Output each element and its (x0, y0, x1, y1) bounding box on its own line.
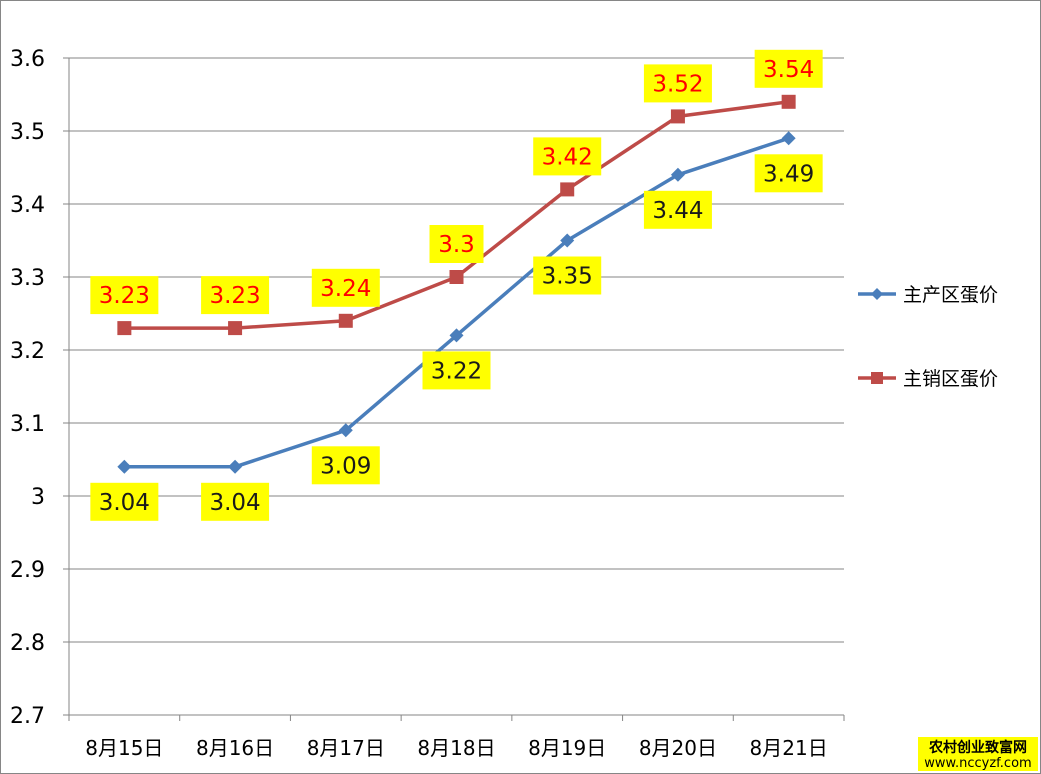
x-tick-label: 8月18日 (417, 736, 495, 760)
data-point-diamond (338, 423, 353, 438)
data-label-background (90, 482, 159, 521)
data-label-background (311, 268, 380, 307)
watermark-background (918, 737, 1038, 771)
y-tick-label: 2.8 (10, 631, 45, 656)
data-label-background (643, 64, 712, 103)
data-label: 3.44 (652, 198, 703, 224)
data-label-background (533, 137, 602, 176)
y-tick-label: 2.7 (10, 704, 45, 729)
y-axis-tick-labels: 2.7 2.8 2.9 3 3.1 3.2 3.3 3.4 3.5 3.6 (10, 47, 45, 729)
data-label: 3.23 (209, 283, 260, 309)
data-label-background (754, 154, 823, 193)
legend-label: 主销区蛋价 (903, 368, 998, 390)
data-point-square (560, 182, 575, 197)
data-label-background (422, 351, 491, 390)
data-label-background (754, 49, 823, 88)
data-point-square (338, 313, 353, 328)
y-tick-label: 3 (31, 485, 45, 510)
legend-label: 主产区蛋价 (903, 284, 998, 306)
data-point-diamond (670, 167, 685, 182)
axes (63, 57, 845, 721)
gridlines (69, 57, 844, 643)
data-label-background (201, 482, 270, 521)
data-point-square (670, 109, 685, 124)
x-tick-label: 8月16日 (196, 736, 274, 760)
data-label: 3.23 (99, 283, 150, 309)
data-point-diamond (228, 459, 243, 474)
data-point-square (781, 94, 796, 109)
data-label-background (201, 276, 270, 315)
y-tick-label: 3.4 (10, 193, 45, 218)
y-tick-label: 3.3 (10, 266, 45, 291)
x-tick-label: 8月15日 (85, 736, 163, 760)
legend-marker-diamond (871, 288, 883, 300)
legend-marker-square (871, 372, 883, 384)
watermark-title: 农村创业致富网 (928, 739, 1027, 756)
data-point-diamond (560, 233, 575, 248)
data-label: 3.22 (431, 358, 482, 384)
data-label: 3.42 (542, 144, 593, 170)
data-label: 3.52 (652, 71, 703, 97)
data-point-square (228, 321, 243, 336)
data-label-background (533, 256, 602, 295)
x-tick-label: 8月19日 (528, 736, 606, 760)
data-point-diamond (117, 459, 132, 474)
data-label: 3.54 (763, 57, 814, 83)
data-label-background (90, 276, 159, 315)
y-tick-label: 3.2 (10, 339, 45, 364)
x-tick-label: 8月17日 (307, 736, 385, 760)
data-label-background (643, 190, 712, 229)
watermark-url: www.nccyzf.com (924, 756, 1031, 771)
watermark: 农村创业致富网 www.nccyzf.com (918, 737, 1038, 771)
data-label: 3.04 (99, 490, 150, 516)
series-group (117, 94, 796, 474)
y-tick-label: 3.5 (10, 120, 45, 145)
data-label: 3.04 (209, 490, 260, 516)
y-tick-label: 2.9 (10, 558, 45, 583)
y-tick-label: 3.6 (10, 47, 45, 72)
data-point-diamond (449, 328, 464, 343)
x-tick-label: 8月20日 (639, 736, 717, 760)
x-tick-label: 8月21日 (750, 736, 828, 760)
data-label: 3.3 (438, 232, 475, 258)
data-labels: 3.04 3.04 3.09 3.22 3.35 3.44 3.49 3.23 3.23 3.24… (90, 49, 823, 521)
data-point-square (117, 321, 132, 336)
data-label: 3.24 (320, 276, 371, 302)
data-point-diamond (781, 131, 796, 146)
y-tick-label: 3.1 (10, 412, 45, 437)
data-label: 3.35 (542, 264, 593, 290)
data-point-square (449, 270, 464, 284)
data-label-background (429, 225, 484, 263)
x-axis-tick-labels: 8月15日 8月16日 8月17日 8月18日 8月19日 8月20日 8月21日 (85, 736, 827, 760)
data-label-background (311, 446, 380, 485)
data-label: 3.09 (320, 453, 371, 479)
data-label: 3.49 (763, 161, 814, 187)
